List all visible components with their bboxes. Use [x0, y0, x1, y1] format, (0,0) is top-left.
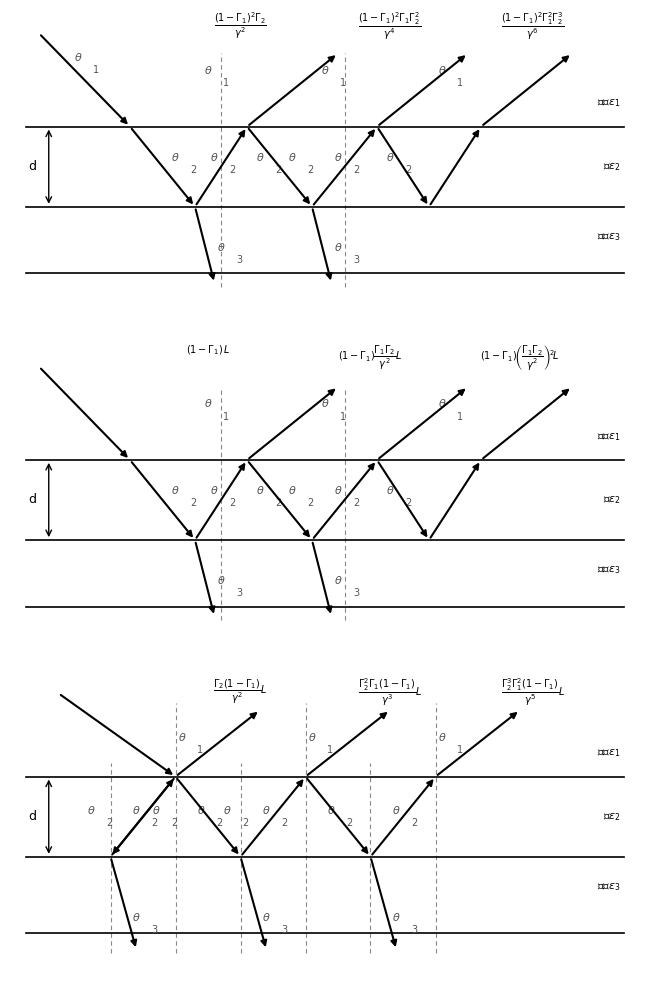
Text: $\theta$: $\theta$	[437, 397, 447, 409]
Text: d: d	[29, 160, 36, 173]
Text: 2: 2	[307, 498, 314, 508]
Text: $(1-\Gamma_1)\!\left(\dfrac{\Gamma_1\Gamma_2}{\gamma^2}\right)^{\!2}\!L$: $(1-\Gamma_1)\!\left(\dfrac{\Gamma_1\Gam…	[480, 343, 560, 372]
Text: $\theta$: $\theta$	[288, 484, 297, 496]
Text: $\theta$: $\theta$	[223, 804, 232, 816]
Text: $\theta$: $\theta$	[255, 151, 265, 163]
Text: d: d	[29, 810, 36, 823]
Text: $\dfrac{(1-\Gamma_1)^2\Gamma_2}{\gamma^2}$: $\dfrac{(1-\Gamma_1)^2\Gamma_2}{\gamma^2…	[214, 10, 267, 41]
Text: $\dfrac{\Gamma_2(1-\Gamma_1)}{\gamma^2}L$: $\dfrac{\Gamma_2(1-\Gamma_1)}{\gamma^2}L…	[213, 677, 268, 706]
Text: 2: 2	[190, 165, 197, 175]
Text: 3: 3	[411, 925, 418, 935]
Text: 2: 2	[229, 498, 236, 508]
Text: $(1-\Gamma_1)\,L$: $(1-\Gamma_1)\,L$	[186, 343, 230, 357]
Text: 2: 2	[151, 818, 158, 828]
Text: 2: 2	[242, 818, 249, 828]
Text: 1: 1	[340, 78, 346, 88]
Text: $\dfrac{\Gamma_2^2\Gamma_1(1-\Gamma_1)}{\gamma^3}L$: $\dfrac{\Gamma_2^2\Gamma_1(1-\Gamma_1)}{…	[358, 677, 423, 708]
Text: $\theta$: $\theta$	[333, 484, 343, 496]
Text: $\theta$: $\theta$	[86, 804, 96, 816]
Text: $\theta$: $\theta$	[307, 731, 317, 743]
Text: 1: 1	[457, 745, 463, 755]
Text: $\theta$: $\theta$	[210, 151, 219, 163]
Text: $\theta$: $\theta$	[151, 804, 161, 816]
Text: $\theta$: $\theta$	[385, 151, 395, 163]
Text: 2: 2	[405, 165, 411, 175]
Text: 土壤$\varepsilon_3$: 土壤$\varepsilon_3$	[597, 881, 621, 893]
Text: 3: 3	[151, 925, 158, 935]
Text: $\theta$: $\theta$	[437, 731, 447, 743]
Text: 冰$\varepsilon_2$: 冰$\varepsilon_2$	[603, 161, 621, 173]
Text: 2: 2	[190, 498, 197, 508]
Text: $(1-\Gamma_1)\dfrac{\Gamma_1\Gamma_2}{\gamma^2}L$: $(1-\Gamma_1)\dfrac{\Gamma_1\Gamma_2}{\g…	[338, 343, 403, 372]
Text: 冰$\varepsilon_2$: 冰$\varepsilon_2$	[603, 494, 621, 506]
Text: $\theta$: $\theta$	[203, 64, 213, 76]
Text: 3: 3	[281, 925, 288, 935]
Text: 2: 2	[353, 498, 359, 508]
Text: $\theta$: $\theta$	[132, 804, 141, 816]
Text: 1: 1	[327, 745, 333, 755]
Text: 2: 2	[106, 818, 112, 828]
Text: 空气$\varepsilon_1$: 空气$\varepsilon_1$	[597, 97, 621, 109]
Text: 2: 2	[216, 818, 223, 828]
Text: $\theta$: $\theta$	[171, 151, 180, 163]
Text: $\theta$: $\theta$	[73, 51, 83, 63]
Text: $\theta$: $\theta$	[210, 484, 219, 496]
Text: 2: 2	[275, 165, 281, 175]
Text: $\theta$: $\theta$	[262, 804, 271, 816]
Text: 土壤$\varepsilon_3$: 土壤$\varepsilon_3$	[597, 564, 621, 576]
Text: 土壤$\varepsilon_3$: 土壤$\varepsilon_3$	[597, 231, 621, 243]
Text: d: d	[29, 493, 36, 506]
Text: $\theta$: $\theta$	[132, 911, 141, 923]
Text: $\theta$: $\theta$	[320, 64, 330, 76]
Text: 1: 1	[197, 745, 203, 755]
Text: $\theta$: $\theta$	[216, 574, 226, 586]
Text: 1: 1	[457, 412, 463, 422]
Text: $\dfrac{\Gamma_2^3\Gamma_1^2(1-\Gamma_1)}{\gamma^5}L$: $\dfrac{\Gamma_2^3\Gamma_1^2(1-\Gamma_1)…	[500, 677, 566, 708]
Text: $\dfrac{(1-\Gamma_1)^2\Gamma_1\Gamma_2^2}{\gamma^4}$: $\dfrac{(1-\Gamma_1)^2\Gamma_1\Gamma_2^2…	[358, 10, 422, 42]
Text: 1: 1	[457, 78, 463, 88]
Text: $\dfrac{(1-\Gamma_1)^2\Gamma_1^2\Gamma_2^3}{\gamma^6}$: $\dfrac{(1-\Gamma_1)^2\Gamma_1^2\Gamma_2…	[501, 10, 565, 42]
Text: 3: 3	[353, 255, 359, 265]
Text: 冰$\varepsilon_2$: 冰$\varepsilon_2$	[603, 811, 621, 823]
Text: 2: 2	[171, 818, 177, 828]
Text: 3: 3	[236, 588, 242, 598]
Text: $\theta$: $\theta$	[333, 151, 343, 163]
Text: $\theta$: $\theta$	[216, 241, 226, 253]
Text: 空气$\varepsilon_1$: 空气$\varepsilon_1$	[597, 431, 621, 443]
Text: 2: 2	[346, 818, 353, 828]
Text: $\theta$: $\theta$	[203, 397, 213, 409]
Text: $\theta$: $\theta$	[171, 484, 180, 496]
Text: 空气$\varepsilon_1$: 空气$\varepsilon_1$	[597, 747, 621, 759]
Text: $\theta$: $\theta$	[333, 574, 343, 586]
Text: 3: 3	[353, 588, 359, 598]
Text: 2: 2	[353, 165, 359, 175]
Text: 2: 2	[411, 818, 418, 828]
Text: $\theta$: $\theta$	[392, 911, 401, 923]
Text: $\theta$: $\theta$	[262, 911, 271, 923]
Text: $\theta$: $\theta$	[197, 804, 206, 816]
Text: 3: 3	[236, 255, 242, 265]
Text: 2: 2	[405, 498, 411, 508]
Text: $\theta$: $\theta$	[437, 64, 447, 76]
Text: 2: 2	[229, 165, 236, 175]
Text: 2: 2	[281, 818, 288, 828]
Text: $\theta$: $\theta$	[333, 241, 343, 253]
Text: $\theta$: $\theta$	[320, 397, 330, 409]
Text: $\theta$: $\theta$	[288, 151, 297, 163]
Text: 2: 2	[307, 165, 314, 175]
Text: $\theta$: $\theta$	[392, 804, 401, 816]
Text: $\theta$: $\theta$	[255, 484, 265, 496]
Text: $\theta$: $\theta$	[177, 731, 187, 743]
Text: $\theta$: $\theta$	[385, 484, 395, 496]
Text: 1: 1	[223, 412, 229, 422]
Text: 1: 1	[340, 412, 346, 422]
Text: 2: 2	[275, 498, 281, 508]
Text: $\theta$: $\theta$	[327, 804, 336, 816]
Text: 1: 1	[93, 65, 99, 75]
Text: 1: 1	[223, 78, 229, 88]
